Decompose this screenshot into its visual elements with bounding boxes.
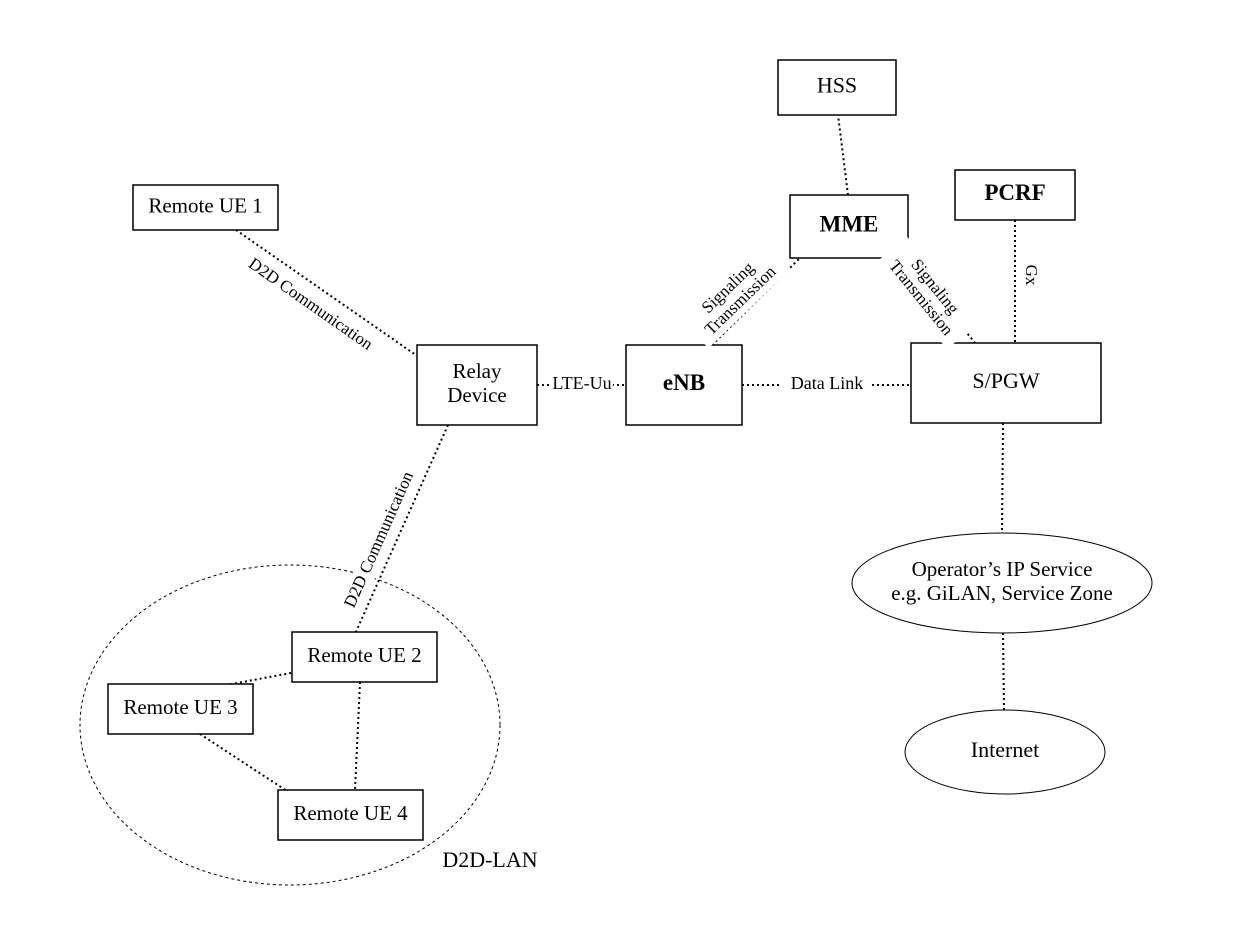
d2d-lan-label: D2D-LAN — [442, 847, 537, 872]
svg-text:Data Link: Data Link — [791, 373, 863, 393]
node-label-ue3: Remote UE 3 — [123, 695, 237, 719]
node-label-spgw: S/PGW — [972, 368, 1039, 393]
svg-text:LTE-Uu: LTE-Uu — [552, 373, 611, 393]
svg-text:SignalingTransmission: SignalingTransmission — [688, 249, 779, 339]
node-label-ue4: Remote UE 4 — [293, 801, 408, 825]
edge-relay-ue2 — [355, 425, 448, 634]
node-label-pcrf: PCRF — [984, 180, 1045, 205]
node-label-mme: MME — [820, 212, 879, 237]
network-diagram: Remote UE 1 RelayDevice eNB S/PGW MME HSS PCRF… — [0, 0, 1240, 931]
edge-ue2-ue4 — [355, 682, 360, 790]
node-label-ue2: Remote UE 2 — [307, 643, 421, 667]
svg-text:D2D Communication: D2D Communication — [245, 254, 377, 354]
edge-label-ue1-relay: D2D Communication — [240, 251, 381, 359]
edge-label-mme-spgw: SignalingTransmission — [876, 237, 978, 349]
svg-text:D2D Communication: D2D Communication — [340, 468, 417, 610]
edge-label-pcrf-spgw: Gx — [1019, 263, 1041, 287]
edge-opsvc-inet — [1003, 633, 1004, 710]
node-label-ue1: Remote UE 1 — [148, 193, 262, 217]
node-label-inet: Internet — [971, 737, 1039, 762]
edge-label-enb-spgw: Data Link — [782, 373, 872, 396]
edge-ue3-ue4 — [200, 734, 290, 793]
node-label-hss: HSS — [817, 73, 857, 98]
node-label-relay: RelayDevice — [447, 359, 506, 407]
edge-mme-hss — [838, 115, 848, 195]
edge-spgw-opsvc — [1002, 423, 1003, 533]
edge-label-enb-mme: SignalingTransmission — [681, 242, 789, 349]
edge-ue1-relay — [236, 230, 423, 360]
node-label-opsvc: Operator’s IP Servicee.g. GiLAN, Service… — [891, 557, 1113, 605]
svg-text:Gx: Gx — [1022, 265, 1041, 286]
edge-label-relay-enb: LTE-Uu — [551, 373, 613, 396]
node-label-enb: eNB — [663, 370, 705, 395]
